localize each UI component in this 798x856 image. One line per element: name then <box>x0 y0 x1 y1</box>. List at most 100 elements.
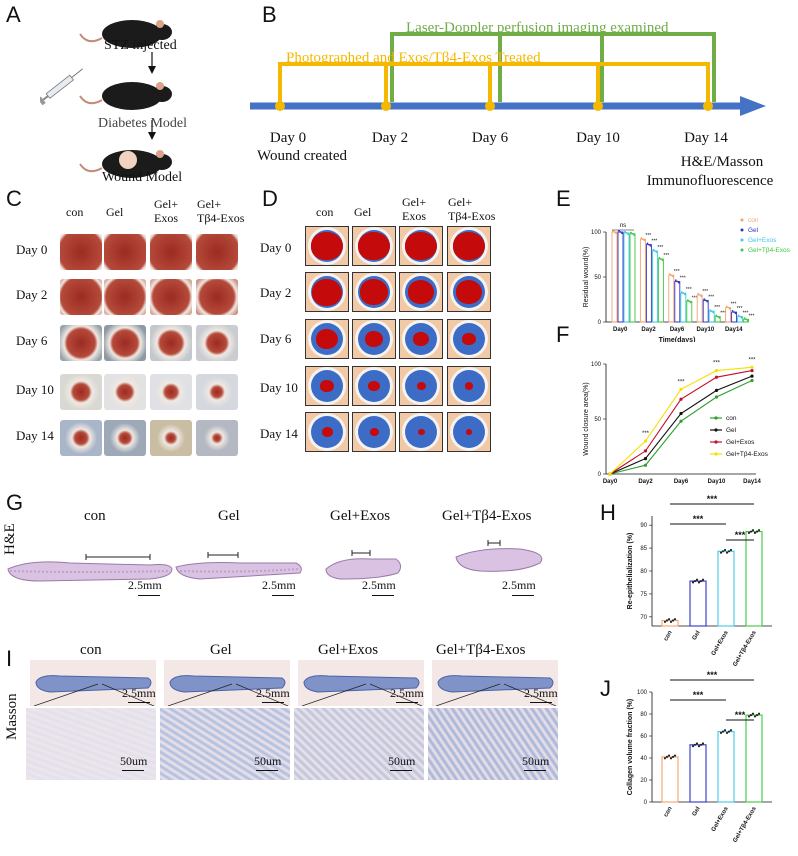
masson-top-scalebar <box>128 702 150 703</box>
e-dot <box>703 298 706 301</box>
wound-area-tile <box>352 319 396 359</box>
d-row-label: Day 0 <box>260 240 292 255</box>
e-dot <box>676 280 679 283</box>
wound-area-tile <box>305 366 349 406</box>
masson-detail-image <box>160 708 290 780</box>
e-sig: *** <box>708 294 714 300</box>
h-dot <box>697 581 701 584</box>
syringe-icon <box>40 68 83 106</box>
e-dot <box>615 232 617 235</box>
e-bar <box>623 232 630 323</box>
wound-photo <box>104 420 146 456</box>
g-scale-gel: 2.5mm <box>262 578 296 592</box>
he-tissue-gelexos <box>325 558 402 580</box>
f-point <box>750 365 754 369</box>
tile-residual-wound <box>358 231 390 261</box>
f-point <box>714 375 719 379</box>
wound-area-tile <box>352 366 396 406</box>
e-ytick-label: 0 <box>598 320 602 326</box>
h-dot <box>749 530 753 533</box>
e-dot <box>646 242 649 245</box>
e-dot <box>700 295 703 298</box>
day2-label: Day 2 <box>371 130 409 146</box>
d-col-gelexos-1: Gel+ <box>402 195 427 209</box>
f-sig: *** <box>677 379 685 385</box>
e-dot <box>668 273 671 275</box>
e-dot <box>746 319 749 322</box>
panel-letter-b: B <box>262 2 277 27</box>
e-sig: *** <box>657 245 663 251</box>
h-dot <box>667 618 671 621</box>
j-dot <box>665 755 669 758</box>
tile-residual-wound <box>466 429 472 435</box>
diabetes-label: Diabetes Model <box>98 116 188 131</box>
e-bar <box>651 250 658 323</box>
i-title-gel: Gel <box>210 642 232 658</box>
day10-label: Day 10 <box>576 130 620 146</box>
masson-top-scale-label: 2.5mm <box>390 686 424 700</box>
chart-e-residual-wound: 0 50 100 Residual wound(%) Time(days) Day0 Day… <box>583 217 790 342</box>
e-ytick-label: 100 <box>591 230 602 236</box>
tile-residual-wound <box>368 380 380 392</box>
j-sig-label: *** <box>707 670 718 680</box>
e-legend-marker <box>740 228 744 232</box>
h-dot <box>729 548 733 552</box>
wound-photo <box>196 279 238 315</box>
j-dot <box>667 754 671 757</box>
h-sig-label: *** <box>693 514 704 524</box>
d-row-label: Day 10 <box>260 380 298 395</box>
wound-photo <box>150 234 192 270</box>
wound-area-tile <box>399 272 443 312</box>
e-ytick-label: 50 <box>594 275 601 281</box>
wound-area-tile <box>352 226 396 266</box>
d-col-geltb4-1: Gel+ <box>448 195 473 209</box>
f-sig: *** <box>713 361 721 367</box>
j-dot <box>721 730 725 733</box>
h-dot <box>753 531 757 535</box>
e-sig: *** <box>651 239 657 245</box>
j-bar <box>689 744 707 803</box>
j-dot <box>725 731 729 735</box>
e-sig: *** <box>663 253 669 259</box>
j-dot <box>749 714 753 717</box>
c-row-label: Day 0 <box>16 242 48 257</box>
e-dot <box>630 231 632 234</box>
f-legend-label: con <box>726 415 737 422</box>
f-legend-label: Gel <box>726 427 737 434</box>
wound-area-tile <box>305 319 349 359</box>
e-dot <box>618 229 620 232</box>
e-dot <box>697 292 700 295</box>
tile-residual-wound <box>456 280 482 304</box>
j-bar <box>745 714 763 803</box>
d-col-gelexos-2: Exos <box>402 209 426 223</box>
d-col-geltb4-2: Tβ4-Exos <box>448 209 496 223</box>
masson-bottom-scale-label: 50um <box>254 754 282 768</box>
e-dot <box>731 310 734 312</box>
masson-detail-image <box>26 708 156 780</box>
tile-residual-wound <box>453 231 485 261</box>
e-sig: *** <box>686 287 692 293</box>
c-row-label: Day 2 <box>16 287 48 302</box>
masson-bottom-scalebar <box>390 770 412 771</box>
g-scalebar-con <box>138 595 160 596</box>
e-sig: *** <box>692 295 698 301</box>
e-dot <box>710 310 713 313</box>
masson-bottom-scalebar <box>256 770 278 771</box>
h-ytick-label: 80 <box>640 569 647 575</box>
j-sig-label: *** <box>735 710 746 720</box>
tile-residual-wound <box>311 231 343 261</box>
e-dot <box>631 232 634 235</box>
j-dot <box>673 754 677 757</box>
mouse-icon-diabetes <box>79 82 172 110</box>
f-legend-label: Gel+Tβ4-Exos <box>726 451 769 458</box>
masson-top-scalebar <box>262 702 284 703</box>
j-ytick-label: 80 <box>640 712 647 718</box>
h-bar <box>717 550 735 627</box>
c-col-geltb4-2: Tβ4-Exos <box>197 211 245 225</box>
e-dot <box>633 234 635 236</box>
h-dot <box>701 578 705 581</box>
f-legend-label: Gel+Exos <box>726 439 755 446</box>
f-point <box>679 387 683 391</box>
j-dot <box>747 715 751 718</box>
f-sig: *** <box>748 357 756 363</box>
